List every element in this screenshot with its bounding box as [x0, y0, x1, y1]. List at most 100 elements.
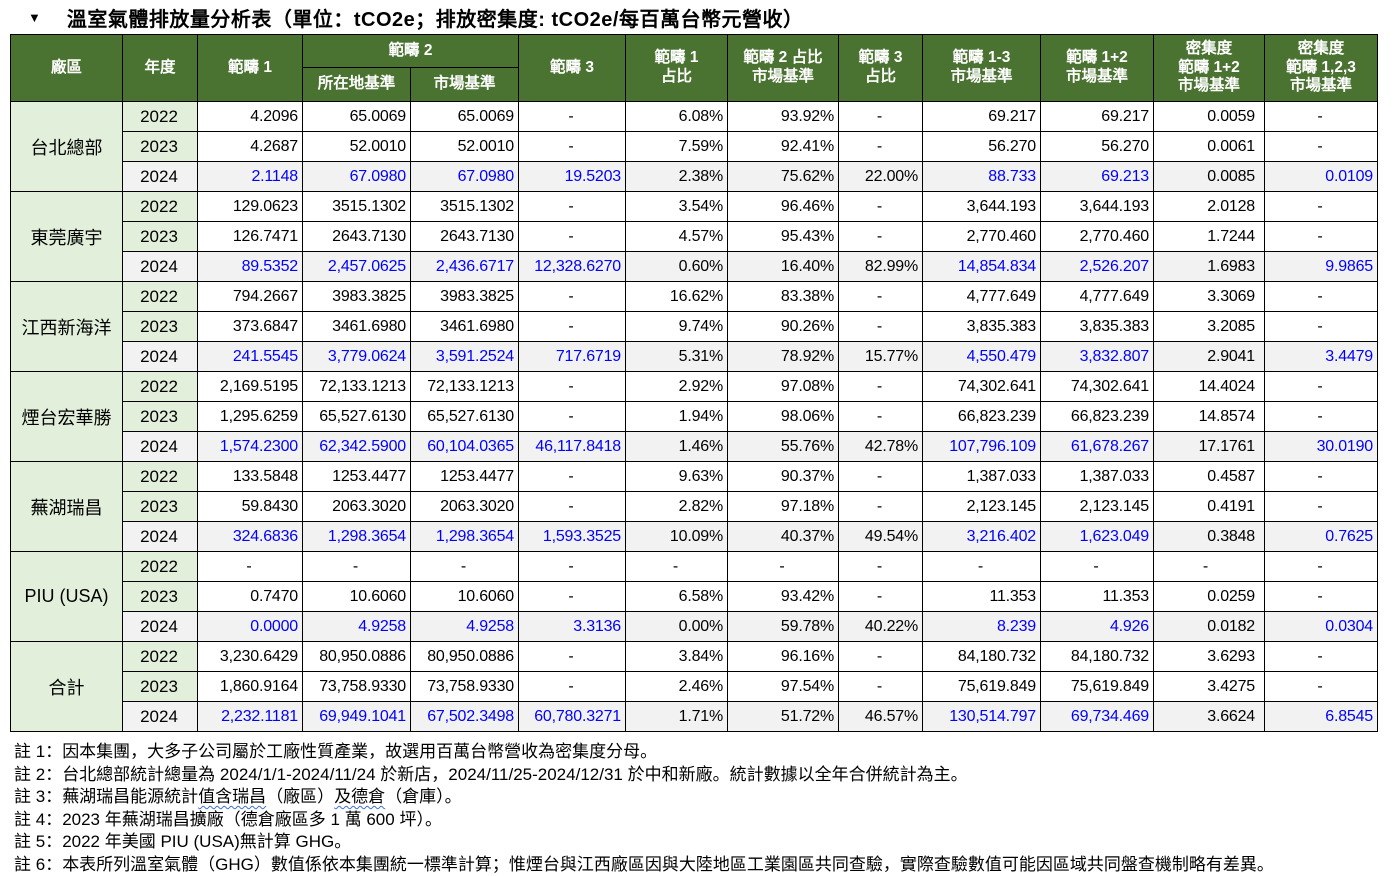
value-cell: 22.00%	[839, 162, 923, 192]
footnote-label: 註 6：	[14, 855, 62, 874]
value-cell: 3461.6980	[303, 312, 411, 342]
value-cell: 80,950.0886	[303, 642, 411, 672]
value-cell: 3,644.193	[1041, 192, 1154, 222]
year-cell: 2024	[123, 702, 198, 732]
value-cell: -	[519, 462, 626, 492]
value-cell: 65.0069	[411, 102, 519, 132]
value-cell: 52.0010	[411, 132, 519, 162]
value-cell: 55.76%	[728, 432, 839, 462]
value-cell: -	[519, 372, 626, 402]
value-cell: 0.4191	[1154, 492, 1265, 522]
value-cell: 97.54%	[728, 672, 839, 702]
value-cell: -	[839, 222, 923, 252]
value-cell: 129.0623	[198, 192, 303, 222]
value-cell: 75,619.849	[923, 672, 1041, 702]
value-cell: -	[519, 312, 626, 342]
value-cell: 107,796.109	[923, 432, 1041, 462]
footnote-label: 註 1：	[14, 742, 62, 761]
value-cell: 69,734.469	[1041, 702, 1154, 732]
value-cell: 2643.7130	[303, 222, 411, 252]
value-cell: 126.7471	[198, 222, 303, 252]
value-cell: 65,527.6130	[411, 402, 519, 432]
value-cell: 80,950.0886	[411, 642, 519, 672]
value-cell: 6.58%	[626, 582, 728, 612]
value-cell: 3.6293	[1154, 642, 1265, 672]
value-cell: 59.8430	[198, 492, 303, 522]
value-cell: -	[839, 312, 923, 342]
value-cell: -	[519, 102, 626, 132]
value-cell: -	[1154, 552, 1265, 582]
value-cell: 241.5545	[198, 342, 303, 372]
value-cell: 0.0109	[1265, 162, 1378, 192]
value-cell: -	[1265, 552, 1378, 582]
value-cell: 0.3848	[1154, 522, 1265, 552]
value-cell: 4.9258	[303, 612, 411, 642]
year-cell: 2024	[123, 252, 198, 282]
value-cell: 1,387.033	[923, 462, 1041, 492]
value-cell: 1,574.2300	[198, 432, 303, 462]
value-cell: 1,298.3654	[411, 522, 519, 552]
value-cell: 67.0980	[411, 162, 519, 192]
col-header-scope123-market: 範疇 1-3 市場基準	[923, 35, 1041, 102]
value-cell: 69.213	[1041, 162, 1154, 192]
year-cell: 2022	[123, 102, 198, 132]
value-cell: -	[519, 132, 626, 162]
value-cell: 90.37%	[728, 462, 839, 492]
value-cell: 0.00%	[626, 612, 728, 642]
value-cell: 3.84%	[626, 642, 728, 672]
value-cell: 0.0059	[1154, 102, 1265, 132]
collapse-triangle-icon[interactable]: ▼	[28, 11, 41, 24]
footnote-text: 蕪湖瑞昌能源統計	[62, 787, 198, 806]
value-cell: 93.92%	[728, 102, 839, 132]
year-cell: 2022	[123, 642, 198, 672]
value-cell: -	[1265, 132, 1378, 162]
value-cell: -	[1265, 312, 1378, 342]
value-cell: 3461.6980	[411, 312, 519, 342]
value-cell: 9.9865	[1265, 252, 1378, 282]
value-cell: 40.37%	[728, 522, 839, 552]
value-cell: 14.4024	[1154, 372, 1265, 402]
value-cell: -	[839, 192, 923, 222]
value-cell: -	[519, 552, 626, 582]
value-cell: 1,623.049	[1041, 522, 1154, 552]
value-cell: 40.22%	[839, 612, 923, 642]
value-cell: 3.4479	[1265, 342, 1378, 372]
value-cell: 2,526.207	[1041, 252, 1154, 282]
value-cell: 2,770.460	[1041, 222, 1154, 252]
value-cell: -	[519, 672, 626, 702]
value-cell: -	[839, 402, 923, 432]
plant-cell: 蕪湖瑞昌	[11, 462, 123, 552]
value-cell: 12,328.6270	[519, 252, 626, 282]
value-cell: 2,436.6717	[411, 252, 519, 282]
value-cell: 42.78%	[839, 432, 923, 462]
value-cell: 2,123.145	[1041, 492, 1154, 522]
year-cell: 2024	[123, 522, 198, 552]
value-cell: 3.4275	[1154, 672, 1265, 702]
value-cell: 3,644.193	[923, 192, 1041, 222]
year-cell: 2022	[123, 282, 198, 312]
footnote-label: 註 5：	[14, 832, 62, 851]
value-cell: 3515.1302	[303, 192, 411, 222]
value-cell: -	[519, 402, 626, 432]
value-cell: 1,860.9164	[198, 672, 303, 702]
value-cell: -	[839, 372, 923, 402]
value-cell: 3,779.0624	[303, 342, 411, 372]
value-cell: 2,770.460	[923, 222, 1041, 252]
footnote-text: （廠區）	[266, 787, 334, 806]
value-cell: 52.0010	[303, 132, 411, 162]
value-cell: 6.08%	[626, 102, 728, 132]
value-cell: 0.7470	[198, 582, 303, 612]
value-cell: 4,777.649	[1041, 282, 1154, 312]
value-cell: 1,295.6259	[198, 402, 303, 432]
value-cell: 2063.3020	[411, 492, 519, 522]
value-cell: 3515.1302	[411, 192, 519, 222]
value-cell: 2,457.0625	[303, 252, 411, 282]
